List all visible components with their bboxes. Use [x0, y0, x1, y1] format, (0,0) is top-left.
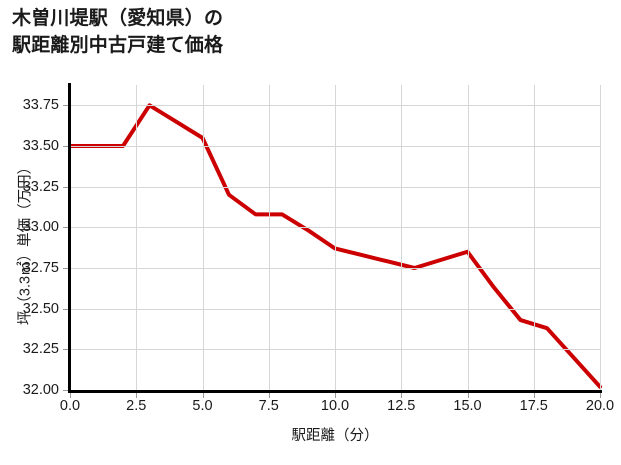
- page-title: 木曽川堤駅（愛知県）の 駅距離別中古戸建て価格: [12, 8, 224, 56]
- y-tick-label: 32.50: [22, 300, 59, 317]
- x-tick-mark: [600, 393, 601, 398]
- x-tick-label: 15.0: [453, 398, 482, 414]
- gridline-vertical: [600, 85, 601, 390]
- x-tick-label: 0.0: [59, 398, 81, 414]
- y-tick-label: 33.50: [22, 138, 59, 154]
- x-tick-mark: [268, 393, 270, 398]
- y-tick-mark: [63, 390, 68, 391]
- y-tick-label: 33.75: [22, 97, 59, 114]
- y-tick-mark: [63, 146, 68, 147]
- y-tick-label: 32.25: [22, 341, 59, 358]
- x-tick-label: 7.5: [258, 398, 279, 414]
- x-tick-label: 5.0: [192, 398, 213, 414]
- y-axis-spine: [68, 83, 71, 392]
- x-tick-mark: [136, 393, 138, 398]
- x-tick-mark: [202, 393, 204, 398]
- x-tick-mark: [467, 393, 469, 398]
- x-tick-label: 20.0: [585, 398, 615, 414]
- y-tick-mark: [63, 349, 68, 351]
- x-tick-mark: [70, 393, 71, 398]
- y-tick-mark: [63, 105, 68, 107]
- x-tick-mark: [335, 393, 336, 398]
- y-tick-mark: [63, 268, 68, 269]
- x-tick-label: 17.5: [519, 398, 548, 414]
- y-tick-mark: [63, 227, 68, 229]
- gridline-vertical: [467, 85, 469, 390]
- x-tick-label: 12.5: [387, 398, 416, 414]
- x-tick-mark: [401, 393, 403, 398]
- x-tick-label: 10.0: [320, 398, 350, 414]
- y-tick-mark: [63, 308, 68, 310]
- gridline-vertical: [268, 85, 270, 390]
- y-tick-label: 32.00: [22, 382, 59, 398]
- plot-area: [68, 85, 602, 391]
- x-axis-label: 駅距離（分）: [291, 428, 379, 444]
- gridline-vertical: [401, 85, 403, 390]
- y-tick-mark: [63, 186, 68, 188]
- gridline-vertical: [335, 85, 336, 390]
- x-axis-spine: [68, 390, 602, 393]
- gridline-vertical: [136, 85, 138, 390]
- y-tick-label: 32.75: [22, 260, 59, 276]
- x-tick-label: 2.5: [126, 398, 147, 414]
- y-tick-label: 33.25: [22, 178, 59, 195]
- gridline-vertical: [533, 85, 535, 390]
- gridline-vertical: [202, 85, 204, 390]
- y-tick-label: 33.00: [22, 219, 59, 236]
- x-tick-mark: [533, 393, 535, 398]
